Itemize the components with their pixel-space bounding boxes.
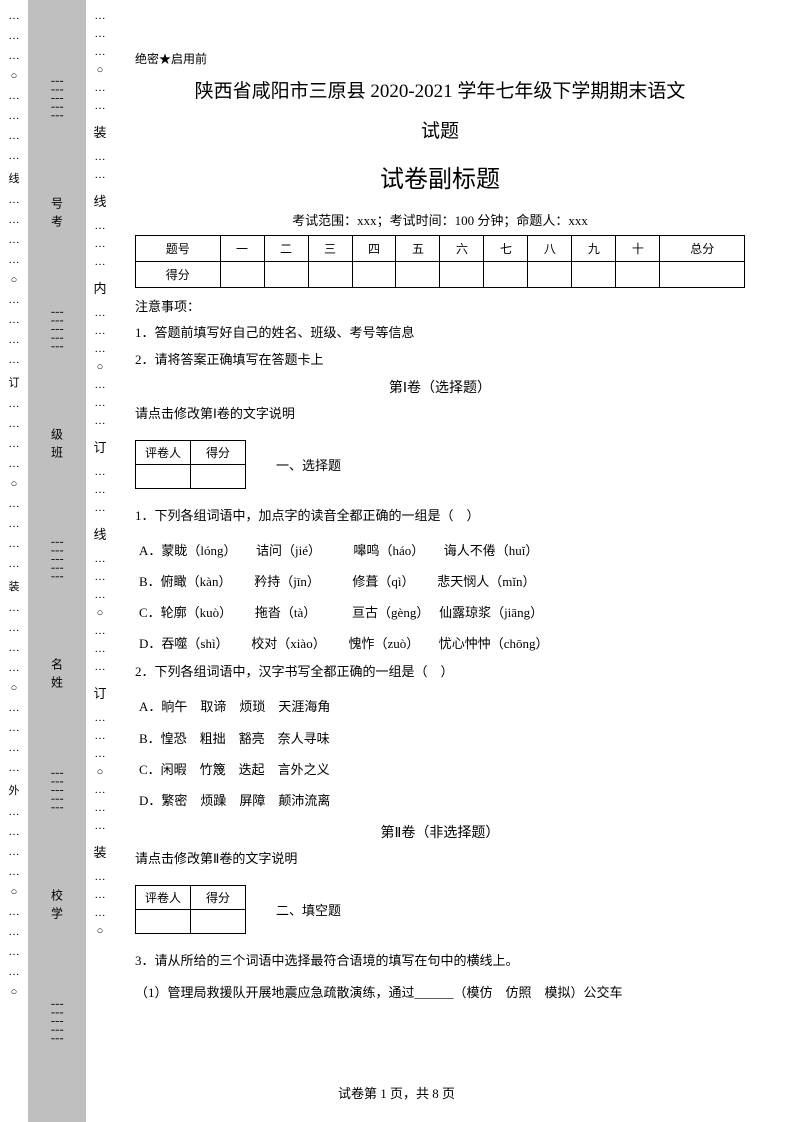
- q1-option-d: D．吞噬（shì） 校对（xiào） 愧怍（zuò） 忧心忡忡（chōng）: [139, 628, 745, 659]
- score-cell: [572, 262, 616, 288]
- score-cell: [660, 262, 745, 288]
- section1-label: 一、选择题: [276, 455, 341, 474]
- grader-table: 评卷人 得分: [135, 440, 246, 489]
- main-title-line2: 试题: [135, 115, 745, 149]
- score-cell: [352, 262, 396, 288]
- margin-label: 装: [9, 578, 20, 594]
- margin-label: 外: [9, 782, 20, 798]
- grader-header: 得分: [191, 886, 246, 910]
- gray-label: 校学: [49, 889, 66, 925]
- score-header: 三: [308, 236, 352, 262]
- q2-option-d: D．繁密 烦躁 屏障 颠沛流离: [139, 785, 745, 816]
- score-cell: [440, 262, 484, 288]
- gray-label: 号考: [49, 197, 66, 233]
- left-dot-column: ………○ ………… 线 ………… ○………… 订 ………… ○………… 装 ………: [0, 0, 28, 1122]
- q3-line1: （1）管理局救援队开展地震应急疏散演练，通过______（模仿 仿照 模拟）公交…: [135, 980, 745, 1006]
- score-header: 一: [220, 236, 264, 262]
- score-row-label: 得分: [136, 262, 221, 288]
- score-header: 题号: [136, 236, 221, 262]
- section2-instruction: 请点击修改第Ⅱ卷的文字说明: [135, 848, 745, 867]
- margin-label: 线: [93, 191, 106, 210]
- margin-label: 内: [93, 278, 106, 297]
- q3-stem: 3．请从所给的三个词语中选择最符合语境的填写在句中的横线上。: [135, 948, 745, 974]
- score-header: 九: [572, 236, 616, 262]
- margin-label: 订: [93, 437, 106, 456]
- grader-table: 评卷人 得分: [135, 885, 246, 934]
- grader-row-2: 评卷人 得分 二、填空题: [135, 885, 745, 934]
- score-header: 五: [396, 236, 440, 262]
- margin-label: 线: [9, 170, 20, 186]
- secret-label: 绝密★启用前: [135, 50, 745, 67]
- score-header: 四: [352, 236, 396, 262]
- score-cell: [308, 262, 352, 288]
- score-header: 二: [264, 236, 308, 262]
- content-area: 绝密★启用前 陕西省咸阳市三原县 2020-2021 学年七年级下学期期末语文 …: [135, 50, 745, 1012]
- notice-item: 1．答题前填写好自己的姓名、班级、考号等信息: [135, 322, 745, 344]
- right-dash-column: ………○ …… 装 …… 线 ……… 内 ……… ○……… 订 ……… 线 ………: [86, 0, 114, 1122]
- grader-header: 评卷人: [136, 886, 191, 910]
- score-cell: [264, 262, 308, 288]
- grader-header: 评卷人: [136, 440, 191, 464]
- score-header: 总分: [660, 236, 745, 262]
- q1-stem: 1．下列各组词语中，加点字的读音全都正确的一组是（ ）: [135, 503, 745, 529]
- grader-cell: [191, 464, 246, 488]
- margin-label: 装: [93, 122, 106, 141]
- notice-item: 2．请将答案正确填写在答题卡上: [135, 349, 745, 371]
- section2-header: 第Ⅱ卷（非选择题）: [135, 822, 745, 842]
- score-header: 十: [616, 236, 660, 262]
- gray-label: 级班: [49, 428, 66, 464]
- score-cell: [616, 262, 660, 288]
- score-header: 八: [528, 236, 572, 262]
- q2-option-b: B．惶恐 粗拙 豁亮 奈人寻味: [139, 723, 745, 754]
- score-cell: [484, 262, 528, 288]
- q1-option-b: B．俯瞰（kàn） 矜持（jīn） 修葺（qì） 悲天悯人（mǐn）: [139, 566, 745, 597]
- grader-cell: [191, 910, 246, 934]
- section1-instruction: 请点击修改第Ⅰ卷的文字说明: [135, 403, 745, 422]
- q2-option-a: A．晌午 取谛 烦琐 天涯海角: [139, 691, 745, 722]
- score-cell: [528, 262, 572, 288]
- exam-info: 考试范围：xxx；考试时间：100 分钟；命题人：xxx: [135, 210, 745, 229]
- main-title-line1: 陕西省咸阳市三原县 2020-2021 学年七年级下学期期末语文: [135, 75, 745, 109]
- grader-header: 得分: [191, 440, 246, 464]
- q2-stem: 2．下列各组词语中，汉字书写全都正确的一组是（ ）: [135, 659, 745, 685]
- grader-cell: [136, 910, 191, 934]
- section1-header: 第Ⅰ卷（选择题）: [135, 377, 745, 397]
- q2-option-c: C．闲暇 竹篾 迭起 言外之义: [139, 754, 745, 785]
- q1-option-c: C．轮廓（kuò） 拖沓（tà） 亘古（gèng） 仙露琼浆（jiāng）: [139, 597, 745, 628]
- notice-label: 注意事项：: [135, 296, 745, 318]
- binding-margin: ………○ ………… 线 ………… ○………… 订 ………… ○………… 装 ………: [0, 0, 115, 1122]
- subtitle: 试卷副标题: [135, 159, 745, 194]
- score-cell: [220, 262, 264, 288]
- score-table: 题号 一 二 三 四 五 六 七 八 九 十 总分 得分: [135, 235, 745, 288]
- q1-options: A．蒙眬（lóng） 诘问（jié） 嗥鸣（háo） 诲人不倦（huǐ） B．俯…: [135, 535, 745, 660]
- gray-label: 名姓: [49, 658, 66, 694]
- score-header: 七: [484, 236, 528, 262]
- q1-option-a: A．蒙眬（lóng） 诘问（jié） 嗥鸣（háo） 诲人不倦（huǐ）: [139, 535, 745, 566]
- margin-label: 装: [93, 842, 106, 861]
- gray-column: ┆┆┆┆┆ 号考 ┆┆┆┆┆ 级班 ┆┆┆┆┆ 名姓 ┆┆┆┆┆ 校学 ┆┆┆┆…: [28, 0, 86, 1122]
- margin-label: 订: [9, 374, 20, 390]
- score-cell: [396, 262, 440, 288]
- score-header: 六: [440, 236, 484, 262]
- q2-options: A．晌午 取谛 烦琐 天涯海角 B．惶恐 粗拙 豁亮 奈人寻味 C．闲暇 竹篾 …: [135, 691, 745, 816]
- margin-label: 线: [93, 524, 106, 543]
- page-footer: 试卷第 1 页，共 8 页: [0, 1083, 793, 1102]
- grader-cell: [136, 464, 191, 488]
- section2-label: 二、填空题: [276, 900, 341, 919]
- margin-label: 订: [93, 683, 106, 702]
- grader-row-1: 评卷人 得分 一、选择题: [135, 440, 745, 489]
